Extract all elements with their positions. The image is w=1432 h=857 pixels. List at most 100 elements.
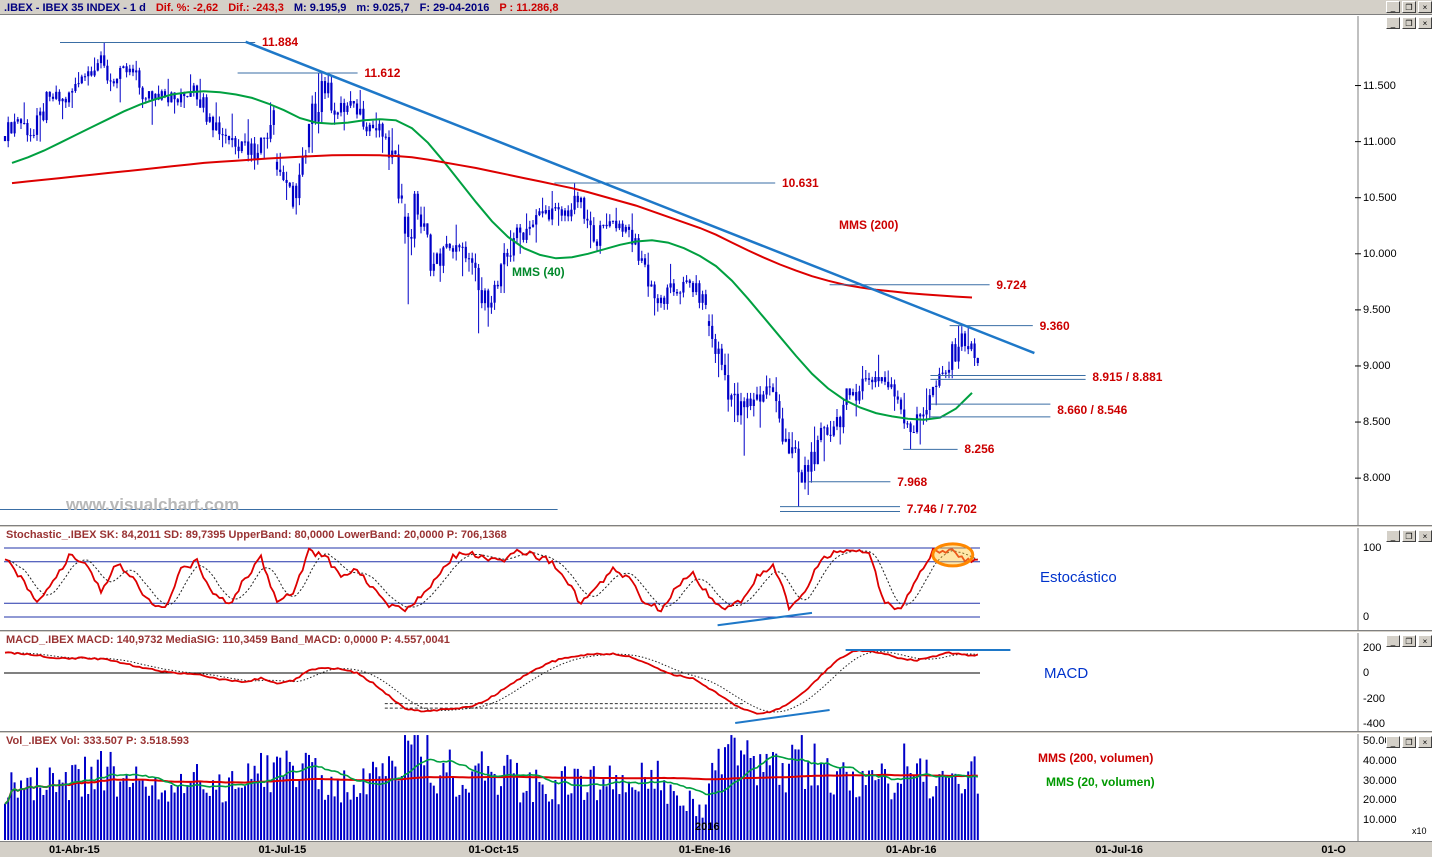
volume-panel-restore-button[interactable]: ❐: [1402, 736, 1416, 748]
volume-bar: [311, 762, 314, 840]
macd-panel-restore-button[interactable]: ❐: [1402, 635, 1416, 647]
candle-body: [311, 103, 314, 124]
candle-body: [7, 122, 10, 142]
volume-bar: [416, 735, 419, 840]
volume-bar: [36, 767, 38, 840]
volume-panel-minimize-button[interactable]: _: [1386, 736, 1400, 748]
candle-body: [832, 426, 835, 436]
level-label: 7.968: [897, 474, 928, 489]
candle-body: [880, 377, 883, 382]
stochastic-panel-close-button[interactable]: ×: [1418, 530, 1432, 542]
volume-bar: [244, 786, 246, 840]
volume-bar: [896, 782, 899, 840]
macd-signal-line: [4, 651, 978, 713]
candle-body: [973, 343, 976, 358]
candle-body: [176, 99, 179, 103]
volume-bar: [52, 773, 54, 840]
candle-body: [205, 97, 208, 122]
volume-mms200-label: MMS (200, volumen): [1038, 751, 1154, 765]
candle-body: [567, 210, 570, 217]
main-panel-restore-button[interactable]: ❐: [1402, 17, 1416, 29]
candle-body: [903, 409, 906, 424]
date-label: 01-Jul-16: [1095, 844, 1144, 856]
volume-bar: [944, 775, 947, 840]
candle-body: [256, 152, 259, 159]
stochastic-tick-label: 100: [1363, 542, 1382, 554]
volume-panel-window-controls: _ ❐ ×: [1384, 736, 1432, 748]
volume-bar: [410, 744, 413, 840]
volume-bar: [644, 776, 646, 840]
titlebar-restore-button[interactable]: ❐: [1402, 1, 1416, 13]
volume-bar: [61, 782, 64, 840]
volume-bar: [282, 776, 285, 840]
candle-body: [333, 110, 336, 115]
macd-panel-close-button[interactable]: ×: [1418, 635, 1432, 647]
date-axis[interactable]: 01-Abr-15 01-Jul-15 01-Oct-15 01-Ene-16 01-A…: [0, 841, 1432, 857]
volume-bar: [407, 740, 410, 840]
candle-body: [387, 137, 391, 158]
volume-axis-multiplier: x10: [1412, 826, 1427, 836]
volume-bar: [800, 735, 803, 840]
stochastic-panel-restore-button[interactable]: ❐: [1402, 530, 1416, 542]
candle-body: [893, 384, 896, 397]
panel-splitter[interactable]: [0, 525, 1432, 528]
candle-body: [775, 391, 778, 402]
volume-bar: [336, 780, 339, 840]
volume-bar: [522, 792, 525, 840]
candle-body: [80, 76, 83, 84]
macd-panel-minimize-button[interactable]: _: [1386, 635, 1400, 647]
level-label: 11.884: [262, 35, 299, 50]
volume-bar: [631, 787, 634, 840]
main-panel-close-button[interactable]: ×: [1418, 17, 1432, 29]
candle-body: [595, 241, 599, 246]
candle-body: [765, 386, 768, 395]
candle-body: [525, 228, 528, 240]
volume-bar: [967, 771, 970, 840]
candle-body: [183, 92, 186, 97]
main-panel-window-controls: _ ❐ ×: [1384, 17, 1432, 29]
candle-body: [35, 115, 39, 135]
candle-body: [61, 98, 64, 102]
candle-body: [954, 344, 957, 362]
candle-body: [147, 91, 151, 99]
candle-body: [896, 396, 899, 400]
volume-bar: [682, 805, 685, 840]
volume-bar: [765, 753, 768, 840]
volume-bar: [90, 766, 93, 840]
candle-body: [899, 399, 903, 410]
main-panel-minimize-button[interactable]: _: [1386, 17, 1400, 29]
titlebar-minimize-button[interactable]: _: [1386, 1, 1400, 13]
volume-bar: [973, 756, 976, 840]
volume-bar: [468, 792, 470, 840]
panel-splitter[interactable]: [0, 731, 1432, 734]
candle-body: [224, 134, 227, 137]
macd-tick-label: 0: [1363, 667, 1370, 679]
mms40-label: MMS (40): [512, 265, 565, 279]
volume-bar: [912, 774, 915, 840]
panel-splitter[interactable]: [0, 630, 1432, 633]
title-segment: m: 9.025,7: [356, 2, 410, 14]
volume-bar: [288, 761, 291, 840]
volume-bar: [538, 782, 541, 840]
candle-body: [720, 348, 723, 365]
candle-body: [752, 399, 755, 406]
volume-bar: [845, 771, 848, 840]
volume-bar: [692, 798, 694, 840]
candle-body: [240, 141, 243, 152]
volume-bar: [64, 772, 67, 840]
volume-bar: [781, 763, 784, 840]
volume-bar: [919, 758, 922, 840]
candle-body: [560, 209, 563, 216]
volume-bar: [775, 753, 778, 840]
candle-body: [535, 215, 538, 225]
title-bar[interactable]: .IBEX - IBEX 35 INDEX - 1 d Dif. %: -2,62…: [0, 0, 1432, 15]
title-segment: F: 29-04-2016: [419, 2, 490, 14]
candle-body: [538, 211, 541, 216]
volume-bar: [112, 766, 115, 840]
volume-panel-close-button[interactable]: ×: [1418, 736, 1432, 748]
titlebar-close-button[interactable]: ×: [1418, 1, 1432, 13]
candle-body: [272, 110, 275, 125]
stochastic-panel-minimize-button[interactable]: _: [1386, 530, 1400, 542]
candle-body: [707, 321, 711, 326]
